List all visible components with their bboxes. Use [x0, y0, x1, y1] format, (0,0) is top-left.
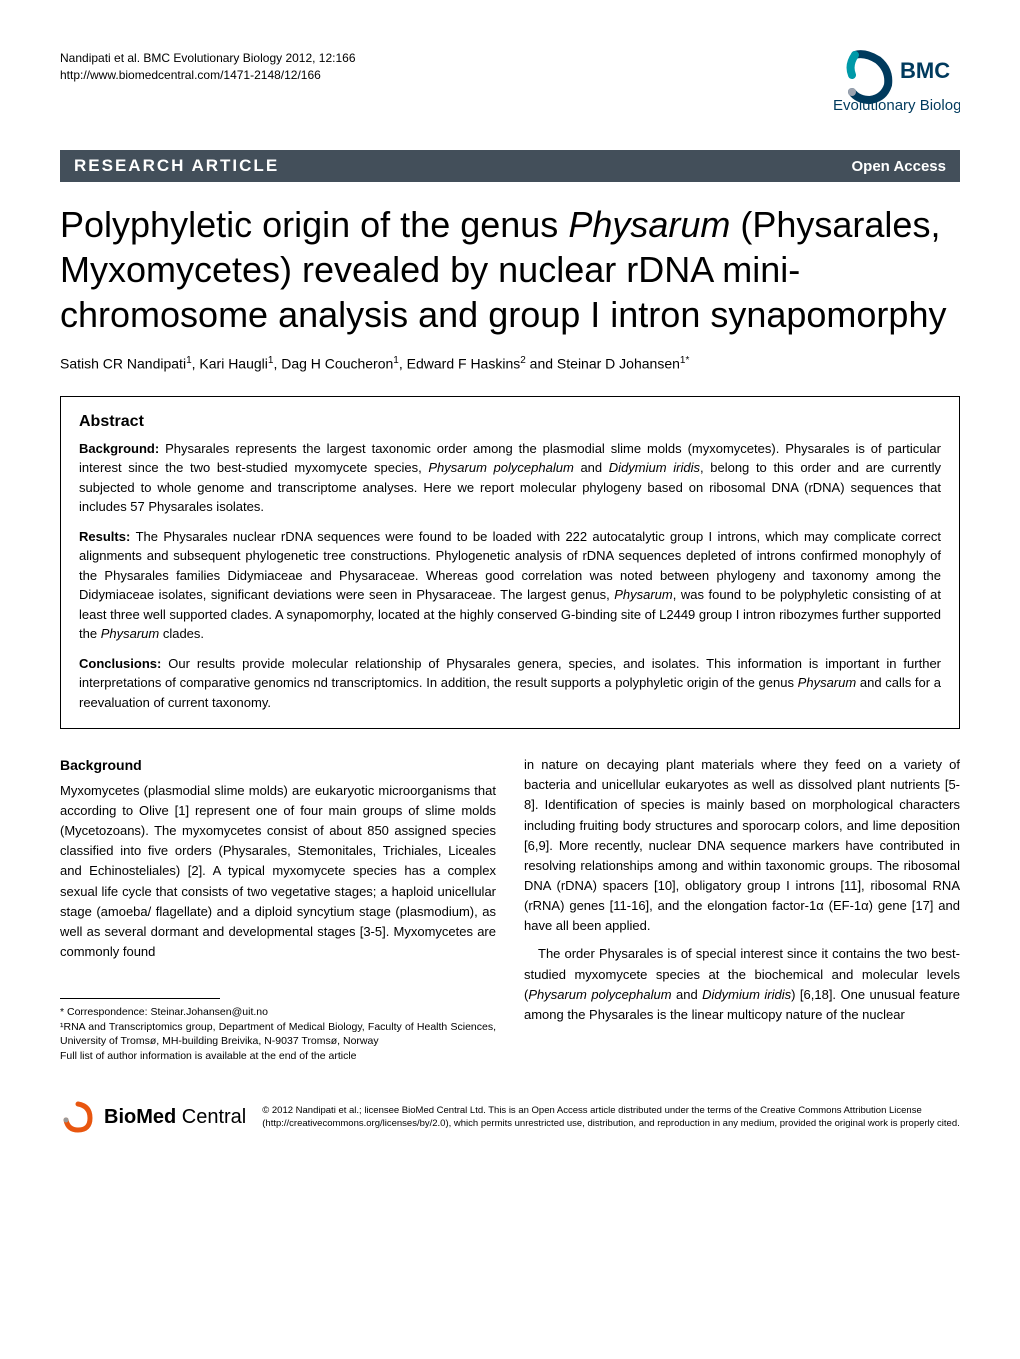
- abstract-bg-i2: Didymium iridis: [609, 460, 700, 475]
- section-bar: RESEARCH ARTICLE Open Access: [60, 150, 960, 182]
- biomed-swirl-icon: [60, 1100, 96, 1136]
- author-5-affil: 1*: [680, 355, 689, 366]
- abstract-con-i1: Physarum: [798, 675, 857, 690]
- author-1: Satish CR Nandipati: [60, 356, 186, 372]
- logo-journal-text: Evolutionary Biology: [833, 97, 960, 114]
- abstract-background: Background: Physarales represents the la…: [79, 439, 941, 517]
- author-5: and Steinar D Johansen: [526, 356, 680, 372]
- footer-bar: BioMed Central © 2012 Nandipati et al.; …: [60, 1094, 960, 1136]
- citation-line-1: Nandipati et al. BMC Evolutionary Biolog…: [60, 50, 356, 67]
- bmc-logo-icon: BMC Evolutionary Biology: [760, 50, 960, 115]
- body-col2-p2: The order Physarales is of special inter…: [524, 944, 960, 1025]
- author-2: , Kari Haugli: [192, 356, 268, 372]
- abstract-box: Abstract Background: Physarales represen…: [60, 396, 960, 730]
- abstract-res-i2: Physarum: [101, 626, 160, 641]
- license-text: © 2012 Nandipati et al.; licensee BioMed…: [262, 1105, 960, 1131]
- authors-line: Satish CR Nandipati1, Kari Haugli1, Dag …: [60, 355, 960, 372]
- citation-line-2: http://www.biomedcentral.com/1471-2148/1…: [60, 67, 356, 84]
- correspondence-footnote: * Correspondence: Steinar.Johansen@uit.n…: [60, 1005, 496, 1020]
- header-citation: Nandipati et al. BMC Evolutionary Biolog…: [60, 50, 356, 84]
- biomed-central-logo: BioMed Central: [60, 1100, 246, 1136]
- biomed-logo-text: BioMed Central: [104, 1106, 246, 1129]
- abstract-heading: Abstract: [79, 413, 941, 431]
- abstract-results: Results: The Physarales nuclear rDNA seq…: [79, 527, 941, 644]
- abstract-bg-t2: and: [574, 460, 609, 475]
- footnote-divider: [60, 998, 220, 999]
- affiliation-1-footnote: ¹RNA and Transcriptomics group, Departme…: [60, 1020, 496, 1049]
- body-col1-p1: Myxomycetes (plasmodial slime molds) are…: [60, 781, 496, 962]
- open-access-label: Open Access: [852, 158, 947, 175]
- author-4: , Edward F Haskins: [399, 356, 520, 372]
- logo-prefix-text: BMC: [900, 58, 950, 83]
- body-col2-p1: in nature on decaying plant materials wh…: [524, 755, 960, 936]
- abstract-background-label: Background:: [79, 441, 165, 456]
- abstract-res-t3: clades.: [159, 626, 204, 641]
- biomed-logo-light: Central: [176, 1106, 246, 1128]
- title-part-1: Polyphyletic origin of the genus: [60, 204, 568, 245]
- title-italic-1: Physarum: [568, 204, 730, 245]
- header-row: Nandipati et al. BMC Evolutionary Biolog…: [60, 50, 960, 120]
- biomed-logo-bold: BioMed: [104, 1106, 176, 1128]
- abstract-bg-i1: Physarum polycephalum: [428, 460, 573, 475]
- body-col2-i1: Physarum polycephalum: [528, 987, 671, 1002]
- article-type-label: RESEARCH ARTICLE: [74, 156, 279, 176]
- body-column-left: Background Myxomycetes (plasmodial slime…: [60, 755, 496, 1064]
- body-columns: Background Myxomycetes (plasmodial slime…: [60, 755, 960, 1064]
- page-container: Nandipati et al. BMC Evolutionary Biolog…: [0, 0, 1020, 1166]
- abstract-conclusions: Conclusions: Our results provide molecul…: [79, 654, 941, 713]
- journal-logo: BMC Evolutionary Biology: [760, 50, 960, 120]
- body-col2-i2: Didymium iridis: [702, 987, 791, 1002]
- background-heading: Background: [60, 755, 496, 777]
- article-title: Polyphyletic origin of the genus Physaru…: [60, 202, 960, 337]
- abstract-conclusions-label: Conclusions:: [79, 656, 168, 671]
- affiliation-2-footnote: Full list of author information is avail…: [60, 1049, 496, 1064]
- author-3: , Dag H Coucheron: [273, 356, 393, 372]
- body-col2-p2b: and: [672, 987, 703, 1002]
- body-column-right: in nature on decaying plant materials wh…: [524, 755, 960, 1064]
- abstract-results-label: Results:: [79, 529, 136, 544]
- abstract-res-i1: Physarum: [614, 587, 673, 602]
